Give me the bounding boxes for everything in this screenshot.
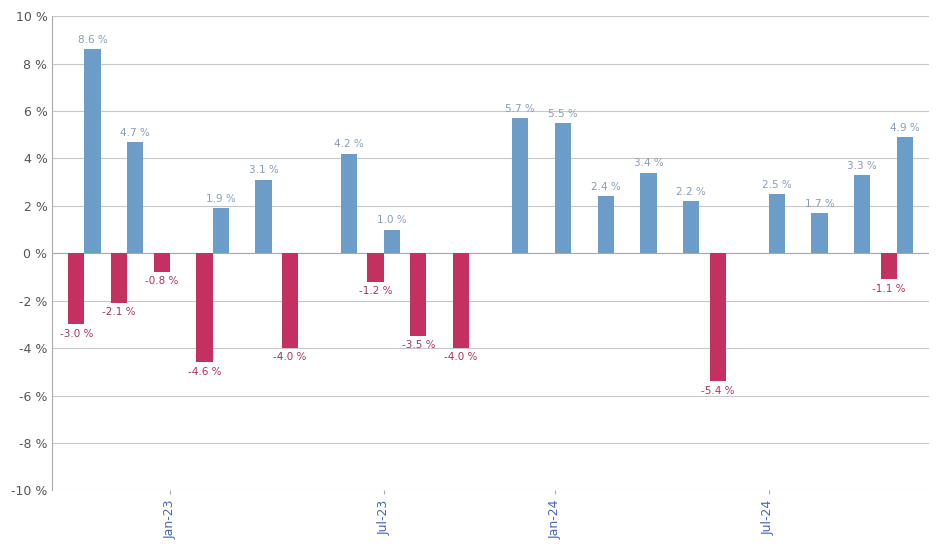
Text: 1.0 %: 1.0 % <box>377 215 407 226</box>
Bar <box>341 153 357 253</box>
Bar <box>683 201 699 253</box>
Bar <box>384 229 400 253</box>
Bar <box>555 123 571 253</box>
Bar <box>512 118 528 253</box>
Text: -1.1 %: -1.1 % <box>872 284 905 294</box>
Bar <box>256 180 272 253</box>
Text: 1.9 %: 1.9 % <box>206 194 236 204</box>
Text: -3.0 %: -3.0 % <box>59 329 93 339</box>
Bar <box>897 137 913 253</box>
Bar <box>212 208 229 253</box>
Text: 2.5 %: 2.5 % <box>761 180 791 190</box>
Text: 2.4 %: 2.4 % <box>590 182 620 192</box>
Text: 5.7 %: 5.7 % <box>505 104 535 114</box>
Text: -4.6 %: -4.6 % <box>188 367 221 377</box>
Bar <box>598 196 614 253</box>
Bar <box>453 253 469 348</box>
Bar <box>854 175 870 253</box>
Text: 3.3 %: 3.3 % <box>847 161 877 170</box>
Text: -4.0 %: -4.0 % <box>445 353 478 362</box>
Text: 2.2 %: 2.2 % <box>676 187 706 197</box>
Text: 4.7 %: 4.7 % <box>120 128 150 138</box>
Bar <box>410 253 427 336</box>
Bar <box>881 253 897 279</box>
Text: -4.0 %: -4.0 % <box>274 353 306 362</box>
Text: 3.4 %: 3.4 % <box>634 158 664 168</box>
Text: 1.7 %: 1.7 % <box>805 199 835 208</box>
Text: 5.5 %: 5.5 % <box>548 108 578 119</box>
Bar <box>368 253 384 282</box>
Text: -0.8 %: -0.8 % <box>145 277 179 287</box>
Bar <box>282 253 298 348</box>
Bar <box>769 194 785 253</box>
Bar <box>640 173 656 253</box>
Bar <box>127 142 144 253</box>
Text: 8.6 %: 8.6 % <box>78 35 107 45</box>
Bar <box>710 253 726 381</box>
Text: 3.1 %: 3.1 % <box>249 166 278 175</box>
Bar <box>196 253 212 362</box>
Bar <box>69 253 85 324</box>
Text: -3.5 %: -3.5 % <box>401 340 435 350</box>
Text: 4.9 %: 4.9 % <box>890 123 920 133</box>
Bar <box>153 253 170 272</box>
Text: -1.2 %: -1.2 % <box>359 286 392 296</box>
Text: -5.4 %: -5.4 % <box>701 386 734 395</box>
Text: 4.2 %: 4.2 % <box>335 139 364 150</box>
Text: -2.1 %: -2.1 % <box>102 307 135 317</box>
Bar <box>811 213 827 253</box>
Bar <box>111 253 127 303</box>
Bar <box>85 50 101 253</box>
